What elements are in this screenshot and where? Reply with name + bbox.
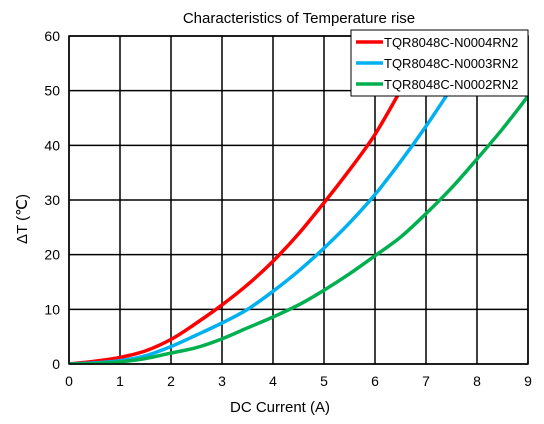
plot-frame [68, 35, 529, 365]
y-tick-label: 60 [44, 28, 60, 44]
legend: TQR8048C-N0004RN2 TQR8048C-N0003RN2 TQR804… [350, 29, 529, 97]
y-tick-label: 50 [44, 83, 60, 99]
y-tick-label: 10 [44, 301, 60, 317]
y-axis-title: ΔT (℃) [14, 194, 31, 244]
x-tick-label: 6 [371, 373, 379, 389]
y-tick-label: 30 [44, 192, 60, 208]
x-tick-label: 7 [422, 373, 430, 389]
x-tick-label: 2 [167, 373, 175, 389]
x-tick-label: 3 [218, 373, 226, 389]
series-line-2 [69, 61, 469, 364]
legend-label-1: TQR8048C-N0004RN2 [384, 35, 518, 50]
chart-title: Characteristics of Temperature rise [183, 10, 415, 27]
y-tick-label: 0 [52, 356, 60, 372]
y-tick-labels: 0 10 20 30 40 50 60 [44, 28, 60, 372]
x-tick-label: 8 [473, 373, 481, 389]
y-tick-label: 20 [44, 247, 60, 263]
x-axis-title: DC Current (A) [230, 399, 330, 416]
series-line-3 [69, 94, 528, 364]
legend-label-3: TQR8048C-N0002RN2 [384, 77, 518, 92]
x-tick-label: 5 [320, 373, 328, 389]
y-tick-label: 40 [44, 137, 60, 153]
legend-label-2: TQR8048C-N0003RN2 [384, 56, 518, 71]
x-tick-label: 9 [524, 373, 532, 389]
x-tick-label: 1 [116, 373, 124, 389]
series-layer [69, 61, 528, 364]
x-tick-label: 4 [269, 373, 277, 389]
x-tick-label: 0 [65, 373, 73, 389]
series-line-1 [69, 72, 413, 364]
x-tick-labels: 0 1 2 3 4 5 6 7 8 9 [65, 373, 532, 389]
